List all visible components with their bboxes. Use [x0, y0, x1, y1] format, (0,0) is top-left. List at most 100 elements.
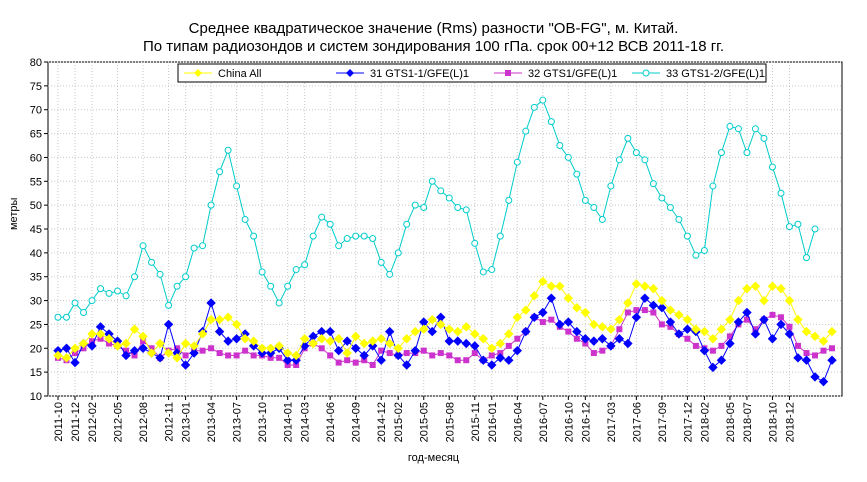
data-point	[810, 372, 820, 382]
data-point	[717, 149, 725, 157]
data-point	[657, 303, 667, 313]
data-point	[827, 355, 837, 365]
data-point	[216, 168, 224, 176]
data-point	[131, 273, 139, 281]
data-point	[180, 338, 191, 349]
data-point	[393, 343, 403, 353]
y-tick-label: 25	[30, 319, 42, 331]
data-point	[487, 343, 497, 353]
x-tick-label: 2016-01	[487, 402, 499, 442]
data-point	[225, 352, 232, 359]
data-point	[522, 127, 530, 135]
data-point	[70, 357, 80, 368]
data-point	[402, 360, 412, 370]
data-point	[616, 326, 623, 333]
x-tick-label: 2011-12	[70, 402, 82, 442]
data-point	[546, 293, 557, 303]
data-point	[385, 338, 395, 349]
data-point	[394, 249, 402, 257]
data-point	[257, 343, 267, 353]
data-point	[538, 307, 548, 318]
x-axis-label: год-месяц	[407, 452, 460, 464]
data-point	[139, 242, 147, 250]
data-point	[386, 270, 394, 278]
data-point	[640, 293, 650, 303]
y-tick-label: 45	[30, 224, 42, 236]
data-point	[180, 360, 191, 370]
data-point	[104, 334, 114, 344]
data-point	[479, 268, 487, 276]
legend-marker	[194, 69, 202, 77]
data-point	[182, 273, 190, 281]
data-point	[284, 282, 292, 290]
x-tick-label: 2013-04	[206, 402, 218, 442]
data-point	[589, 319, 599, 330]
data-point	[759, 314, 769, 325]
data-point	[692, 342, 699, 349]
data-point	[786, 323, 793, 330]
data-point	[666, 204, 674, 212]
data-point	[114, 287, 122, 295]
data-point	[274, 341, 284, 351]
data-point	[63, 313, 71, 321]
data-point	[419, 324, 429, 334]
data-point	[691, 324, 701, 334]
data-point	[734, 125, 742, 133]
data-point	[590, 204, 598, 212]
data-point	[801, 355, 812, 365]
x-tick-label: 2016-10	[563, 402, 575, 442]
y-tick-label: 80	[30, 57, 42, 69]
data-point	[709, 182, 717, 190]
data-point	[224, 146, 232, 154]
data-point	[487, 360, 497, 370]
data-point	[420, 347, 427, 354]
x-tick-label: 2014-03	[300, 402, 312, 442]
data-point	[148, 258, 156, 266]
data-point	[505, 342, 512, 349]
data-point	[767, 281, 778, 291]
data-point	[674, 329, 684, 339]
data-point	[146, 348, 157, 358]
data-point	[327, 352, 334, 359]
data-point	[462, 206, 470, 214]
data-point	[582, 340, 589, 347]
data-point	[470, 329, 480, 339]
data-point	[138, 331, 148, 342]
x-tick-label: 2013-07	[232, 402, 244, 442]
data-point	[352, 232, 360, 240]
data-point	[495, 338, 505, 349]
data-point	[709, 347, 716, 354]
data-point	[539, 96, 547, 104]
x-tick-label: 2018-05	[725, 402, 737, 442]
data-point	[121, 350, 131, 361]
data-point	[470, 341, 480, 351]
data-point	[699, 345, 710, 356]
data-point	[716, 324, 727, 334]
data-point	[820, 347, 827, 354]
data-point	[173, 282, 181, 290]
data-point	[827, 326, 837, 337]
data-point	[54, 313, 62, 321]
data-point	[811, 352, 818, 359]
data-point	[793, 314, 803, 325]
data-point	[361, 357, 368, 364]
data-point	[504, 329, 514, 339]
data-point	[208, 345, 215, 352]
data-point	[514, 335, 521, 342]
data-point	[78, 338, 89, 349]
y-tick-label: 70	[30, 105, 42, 117]
data-point	[106, 340, 113, 347]
data-point	[725, 338, 735, 349]
data-point	[752, 326, 759, 333]
data-point	[521, 326, 531, 337]
data-point	[776, 283, 786, 294]
data-point	[564, 153, 572, 161]
data-point	[275, 299, 283, 307]
data-point	[385, 326, 395, 337]
data-point	[342, 348, 352, 358]
data-point	[538, 276, 548, 287]
data-point	[759, 295, 769, 306]
data-point	[293, 361, 300, 368]
data-point	[233, 182, 241, 190]
data-point	[360, 232, 368, 240]
